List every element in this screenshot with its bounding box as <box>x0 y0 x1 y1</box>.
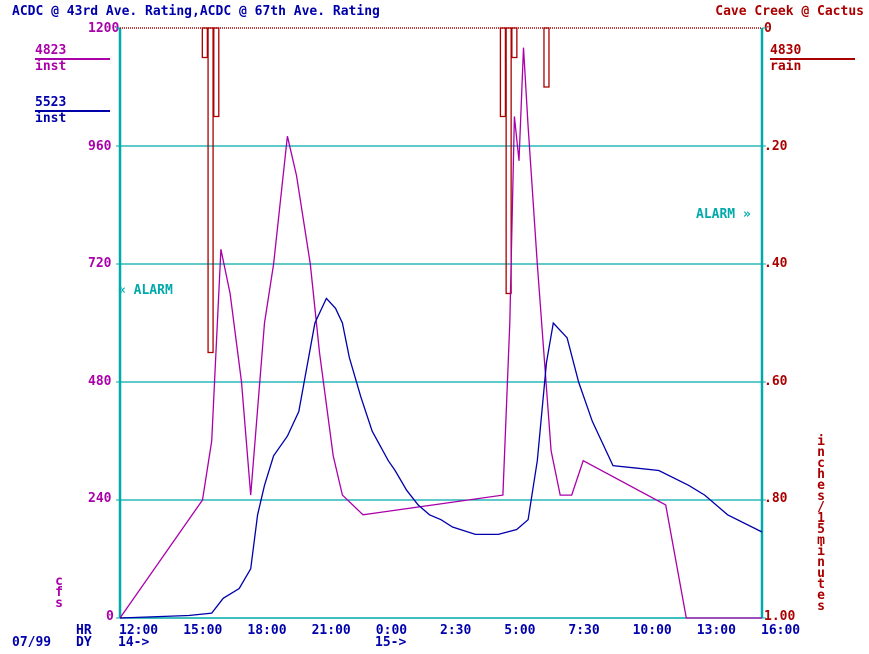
rain-bar <box>213 27 220 118</box>
x-tick-label: 2:30 <box>440 623 472 638</box>
x-tick-label: 7:30 <box>568 623 600 638</box>
rain-bar <box>207 27 214 354</box>
rain-bar <box>499 27 507 118</box>
x-tick-label: 13:00 <box>696 623 736 638</box>
axis-label-char: s <box>55 596 63 611</box>
chart-title-left: ACDC @ 43rd Ave. Rating,ACDC @ 67th Ave.… <box>12 5 380 19</box>
axis-label-char: c <box>817 456 825 471</box>
y-right-tick-20: .20 <box>764 139 788 154</box>
legend-5523-id: 5523 <box>35 96 110 112</box>
x-day-marker-14: 14-> <box>118 635 150 650</box>
axis-label-char: s <box>817 489 825 504</box>
y-right-tick-40: .40 <box>764 256 788 271</box>
title-series-5523: ACDC @ 67th Ave. Rating <box>199 4 380 19</box>
y-left-tick-960: 960 <box>88 139 112 154</box>
x-tick-label: 5:00 <box>504 623 536 638</box>
title-series-4823: ACDC @ 43rd Ave. Rating <box>12 4 193 19</box>
legend-4823-sub: inst <box>35 59 67 74</box>
x-tick-label: 16:00 <box>761 623 801 638</box>
y-left-tick-480: 480 <box>88 374 112 389</box>
axis-label-char: c <box>55 574 63 589</box>
axis-label-char: s <box>817 599 825 614</box>
y-right-tick-100: 1.00 <box>764 609 796 624</box>
axis-label-char: m <box>817 533 825 548</box>
axis-label-char: 5 <box>817 522 825 537</box>
axis-label-char: n <box>817 445 825 460</box>
axis-label-char: f <box>55 585 63 600</box>
axis-label-char: t <box>817 577 825 592</box>
rain-bar <box>505 27 512 295</box>
series-line-4823 <box>119 47 762 619</box>
y-right-tick-60: .60 <box>764 374 788 389</box>
x-tick-label: 10:00 <box>632 623 672 638</box>
x-date-label: 07/99 <box>12 635 52 650</box>
axis-label-char: h <box>817 467 825 482</box>
axis-label-char: i <box>817 544 825 559</box>
axis-label-char: u <box>817 566 825 581</box>
y-right-axis-label: i n c h e s/1 5 m i n u t e s <box>814 434 828 614</box>
chart-title-right: Cave Creek @ Cactus <box>715 4 864 19</box>
y-right-tick-0: 0 <box>764 21 772 36</box>
legend-5523-sub: inst <box>35 111 67 126</box>
legend-4823: 4823 inst <box>35 44 110 74</box>
x-hr-label: HR <box>76 623 92 638</box>
series-line-5523 <box>119 297 763 619</box>
axis-label-char: e <box>817 478 825 493</box>
y-left-tick-240: 240 <box>88 491 112 506</box>
axis-label-char: e <box>817 588 825 603</box>
x-tick-label: 12:00 <box>119 623 159 638</box>
legend-4830-sub: rain <box>770 59 802 74</box>
x-day-marker-15: 15-> <box>375 635 407 650</box>
axis-label-char: 1 <box>817 511 825 526</box>
y-left-tick-720: 720 <box>88 256 112 271</box>
y-right-tick-80: .80 <box>764 491 788 506</box>
x-dy-label: DY <box>76 635 92 650</box>
x-tick-label: 15:00 <box>183 623 223 638</box>
rain-bar <box>201 27 208 59</box>
y-left-tick-1200: 1200 <box>88 21 120 36</box>
alarm-right-text: ALARM <box>696 207 736 222</box>
legend-5523: 5523 inst <box>35 96 110 126</box>
rain-bar <box>543 27 550 88</box>
axis-label-char: / <box>817 500 825 515</box>
alarm-left-text: ALARM <box>133 283 173 298</box>
legend-4830: 4830 rain <box>770 44 855 74</box>
legend-4823-id: 4823 <box>35 44 110 60</box>
axis-label-char: i <box>817 434 825 449</box>
title-separator: , <box>192 4 200 19</box>
axis-label-char: n <box>817 555 825 570</box>
x-tick-label: 21:00 <box>311 623 351 638</box>
alarm-left-label: « ALARM <box>118 283 173 298</box>
alarm-right-label: ALARM » <box>696 207 751 222</box>
x-tick-label: 18:00 <box>247 623 287 638</box>
x-tick-label: 0:00 <box>375 623 408 638</box>
y-left-tick-0: 0 <box>106 609 114 624</box>
legend-4830-id: 4830 <box>770 44 855 60</box>
rain-bar <box>511 27 518 59</box>
